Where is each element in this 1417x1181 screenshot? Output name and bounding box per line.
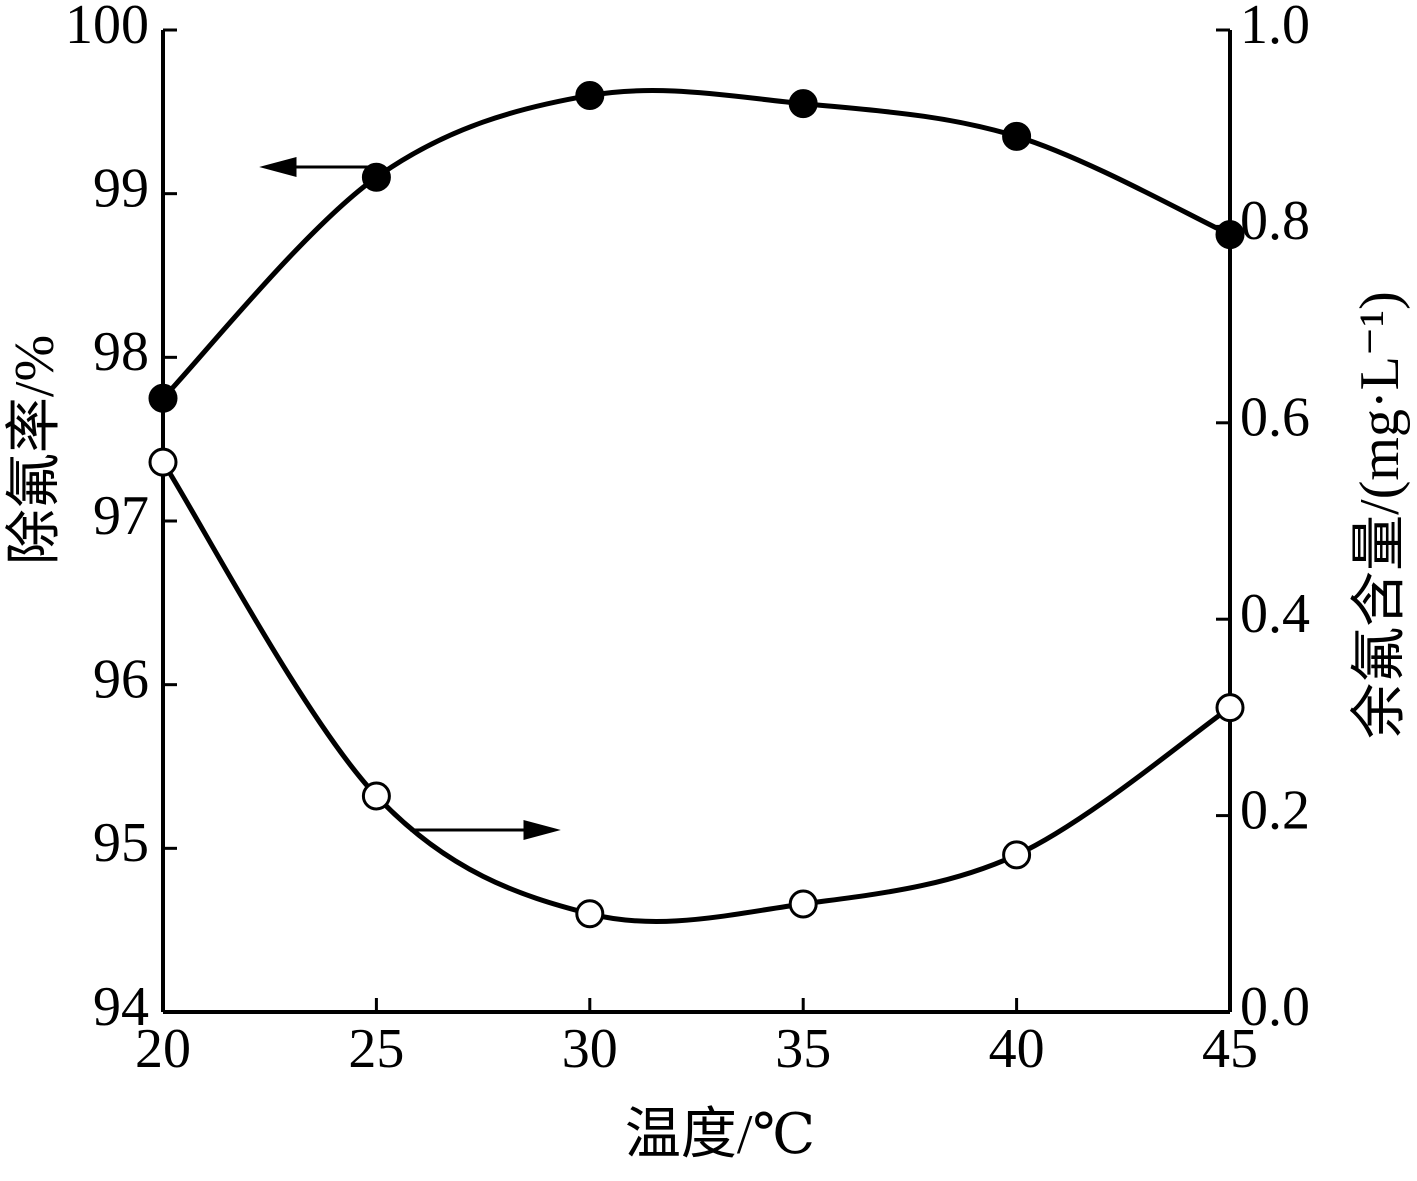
data-point [575, 899, 605, 929]
arrow-head [259, 157, 297, 177]
y-tick-label: 95 [93, 812, 149, 874]
series-line [161, 88, 1232, 400]
x-tick-label: 20 [135, 1018, 191, 1080]
y-tick-label: 97 [93, 485, 149, 547]
data-point [1002, 840, 1032, 870]
y2-tick-label: 0.6 [1240, 387, 1310, 449]
y2-tick-label: 1.0 [1240, 0, 1310, 56]
x-tick-label: 30 [562, 1018, 618, 1080]
data-point [148, 383, 178, 413]
series-line [160, 460, 1232, 924]
y-tick-label: 100 [65, 0, 149, 56]
x-tick-label: 40 [989, 1018, 1045, 1080]
x-tick-label: 45 [1202, 1018, 1258, 1080]
y2-tick-label: 0.4 [1240, 583, 1310, 645]
data-point [1215, 220, 1245, 250]
y-tick-label: 98 [93, 321, 149, 383]
y-tick-label: 99 [93, 158, 149, 220]
data-point [361, 781, 391, 811]
y2-axis-label: 余氟含量/(mg·L⁻¹) [1349, 291, 1411, 739]
y-tick-label: 96 [93, 649, 149, 711]
data-point [788, 89, 818, 119]
arrow-head [523, 820, 561, 840]
data-point [575, 80, 605, 110]
x-axis-label: 温度/℃ [625, 1104, 815, 1166]
y2-tick-label: 0.2 [1240, 779, 1310, 841]
y2-tick-label: 0.8 [1240, 190, 1310, 252]
data-point [788, 889, 818, 919]
x-tick-label: 35 [775, 1018, 831, 1080]
arrows [259, 157, 561, 840]
data-point [1002, 121, 1032, 151]
x-tick-label: 25 [348, 1018, 404, 1080]
y2-tick-label: 0.0 [1240, 976, 1310, 1038]
y-axis-label: 除氟率/% [4, 335, 66, 565]
data-point [148, 447, 178, 477]
data-point [361, 162, 391, 192]
data-point [1215, 693, 1245, 723]
y-tick-label: 94 [93, 976, 149, 1038]
